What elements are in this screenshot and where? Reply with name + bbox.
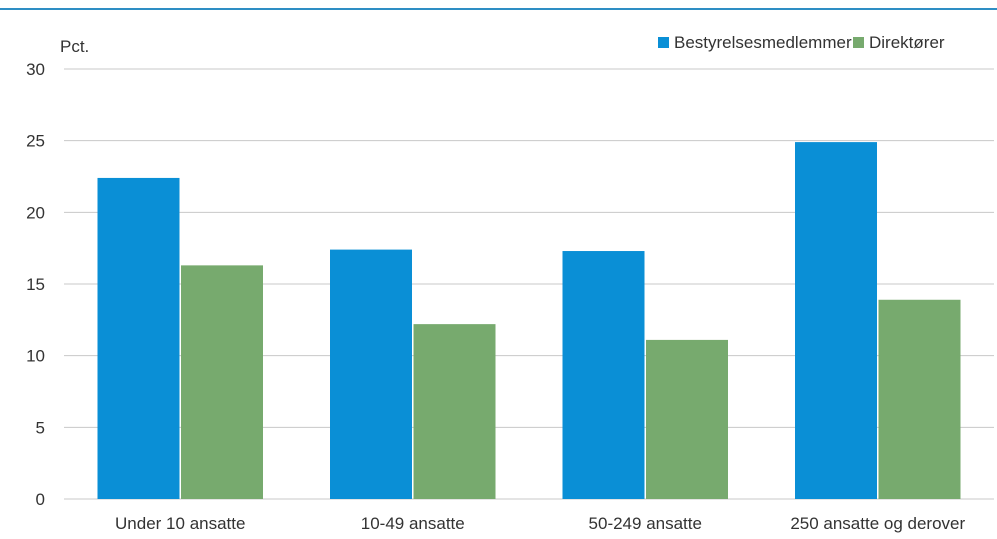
legend-swatch (658, 37, 669, 48)
bars (97, 142, 961, 499)
bar-series2 (181, 265, 263, 499)
legend-swatch (853, 37, 864, 48)
y-tick-label: 10 (26, 347, 45, 366)
bar-series2 (413, 324, 496, 499)
y-tick-label: 0 (36, 490, 45, 509)
y-tick-label: 5 (36, 418, 45, 437)
y-unit-label: Pct. (60, 37, 89, 56)
bar-series1 (330, 249, 412, 499)
y-tick-label: 25 (26, 132, 45, 151)
legend-label: Bestyrelsesmedlemmer (674, 33, 852, 52)
x-tick-label: Under 10 ansatte (115, 514, 245, 533)
legend: Bestyrelsesmedlemmer Direktører (658, 33, 945, 52)
bar-series2 (878, 299, 961, 499)
x-tick-label: 50-249 ansatte (589, 514, 702, 533)
bar-series1 (97, 177, 180, 499)
y-tick-label: 15 (26, 275, 45, 294)
x-tick-label: 250 ansatte og derover (790, 514, 965, 533)
legend-label: Direktører (869, 33, 945, 52)
y-tick-labels: 0 5 10 15 20 25 30 (26, 60, 45, 509)
y-tick-label: 30 (26, 60, 45, 79)
y-tick-label: 20 (26, 203, 45, 222)
bar-series1 (562, 251, 645, 499)
bar-series2 (646, 339, 728, 499)
x-tick-labels: Under 10 ansatte 10-49 ansatte 50-249 ansa… (115, 514, 965, 533)
x-tick-label: 10-49 ansatte (361, 514, 465, 533)
bar-series1 (795, 142, 877, 499)
